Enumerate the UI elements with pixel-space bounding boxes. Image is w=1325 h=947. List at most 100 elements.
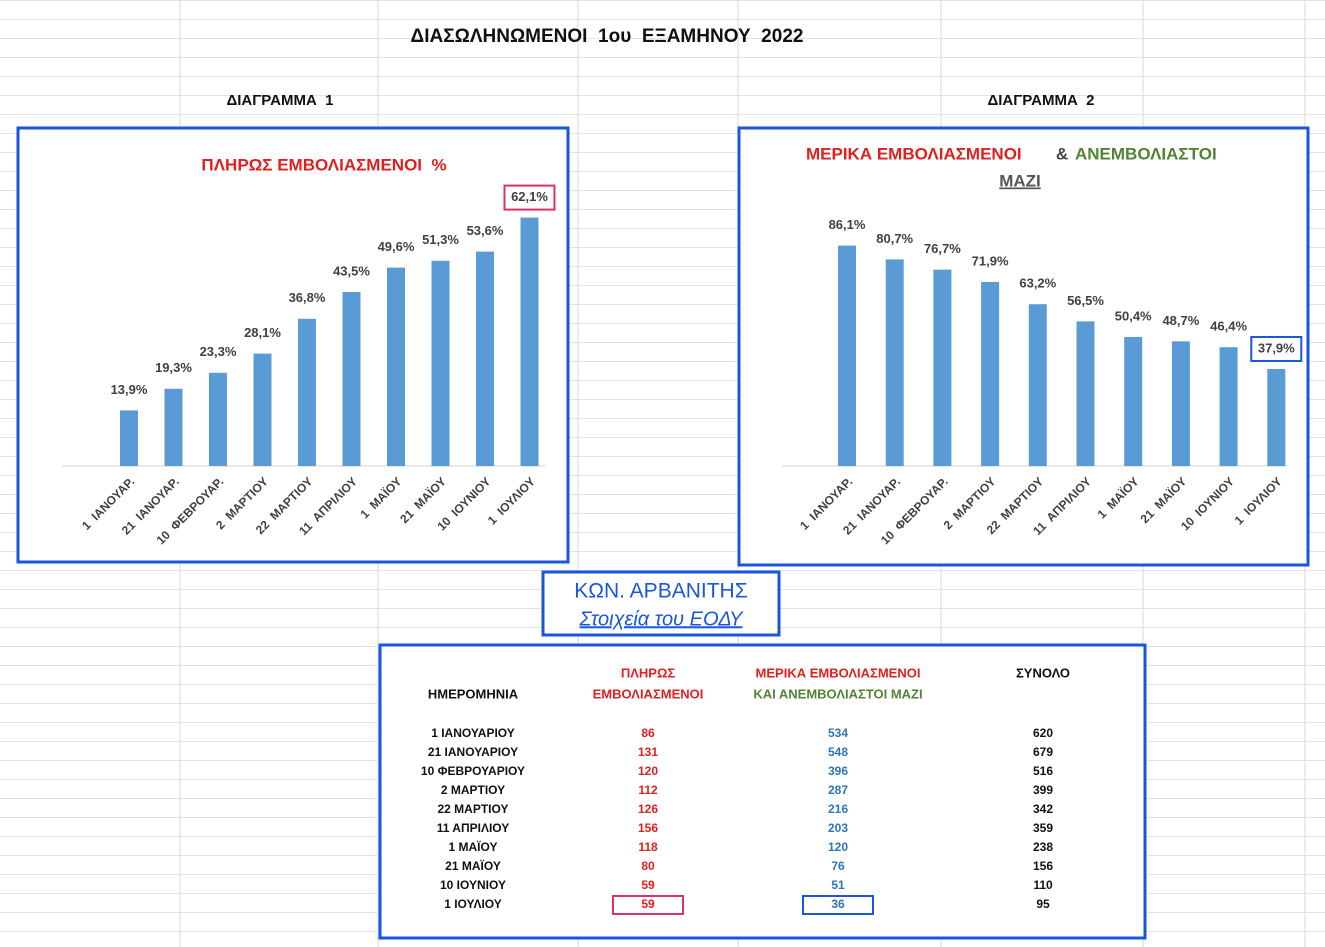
table-cell: 203 — [828, 821, 848, 835]
author-source: Στοιχεία του ΕΟΔΥ — [579, 608, 745, 630]
table-cell: 118 — [638, 840, 658, 854]
value-label: 62,1% — [511, 189, 548, 204]
table-cell: 131 — [638, 745, 658, 759]
table-cell: 10 ΦΕΒΡΟΥΑΡΙΟΥ — [421, 764, 525, 778]
table-cell: 86 — [641, 726, 655, 740]
table-cell: 112 — [638, 783, 658, 797]
author-name: ΚΩΝ. ΑΡΒΑΝΙΤΗΣ — [574, 580, 747, 603]
author-frame — [541, 570, 781, 637]
table-cell: 156 — [1033, 859, 1053, 873]
chart-title: ΜΑΖΙ — [999, 171, 1041, 190]
table-cell: 156 — [638, 821, 658, 835]
table-cell: 126 — [638, 802, 658, 816]
table-cell: 1 ΙΟΥΛΙΟΥ — [444, 897, 502, 911]
table-cell: 110 — [1033, 878, 1053, 892]
chart-caption: ΔΙΑΓΡΑΜΜΑ 2 — [987, 92, 1094, 109]
value-label: 43,5% — [333, 263, 370, 278]
bar — [838, 245, 856, 466]
table-cell: 548 — [828, 745, 848, 759]
table-cell: 76 — [831, 859, 845, 873]
table-cell: 1 ΜΑΪΟΥ — [448, 839, 497, 854]
table-cell: 1 ΙΑΝΟΥΑΡΙΟΥ — [431, 726, 515, 740]
value-label: 56,5% — [1067, 293, 1104, 308]
value-label: 53,6% — [467, 223, 504, 238]
bar — [1267, 368, 1286, 466]
bar — [120, 410, 138, 466]
table-cell: 2 ΜΑΡΤΙΟΥ — [441, 783, 505, 797]
bar — [885, 259, 904, 466]
bar — [253, 353, 272, 466]
table-cell: 59 — [641, 878, 655, 892]
value-label: 46,4% — [1210, 319, 1247, 334]
table-frame — [378, 643, 1147, 940]
table-cell: 51 — [831, 878, 845, 892]
value-label: 36,8% — [289, 290, 326, 305]
bar — [431, 260, 450, 466]
value-label: 63,2% — [1019, 276, 1056, 291]
value-label: 80,7% — [876, 231, 913, 246]
table-header: ΣΥΝΟΛΟ — [1016, 665, 1070, 680]
chart-title: ΜΕΡΙΚΑ ΕΜΒΟΛΙΑΣΜΕΝΟΙ — [806, 144, 1022, 163]
value-label: 23,3% — [200, 344, 237, 359]
bar — [209, 372, 227, 466]
table-cell: 679 — [1033, 745, 1053, 759]
value-label: 19,3% — [155, 360, 192, 375]
value-label: 49,6% — [378, 239, 415, 254]
sheet-title: ΔΙΑΣΩΛΗΝΩΜΕΝΟΙ 1ου ΕΞΑΜΗΝΟΥ 2022 — [411, 26, 804, 47]
table-header: ΗΜΕΡΟΜΗΝΙΑ — [428, 686, 519, 701]
table-cell: 59 — [641, 897, 655, 911]
table-cell: 95 — [1036, 897, 1050, 911]
bar — [1076, 321, 1095, 466]
table-cell: 516 — [1033, 764, 1053, 778]
table-cell: 238 — [1033, 840, 1053, 854]
bar — [933, 269, 952, 466]
chart-frame — [737, 126, 1310, 567]
value-label: 71,9% — [972, 253, 1009, 268]
table-cell: 10 ΙΟΥΝΙΟΥ — [440, 878, 506, 892]
table-cell: 120 — [638, 764, 658, 778]
value-label: 28,1% — [244, 325, 281, 340]
bar — [298, 318, 316, 466]
table-header: ΕΜΒΟΛΙΑΣΜΕΝΟΙ — [593, 686, 704, 701]
value-label: 37,9% — [1258, 340, 1295, 355]
table-cell: 620 — [1033, 726, 1053, 740]
chart-title: ΑΝΕΜΒΟΛΙΑΣΤΟΙ — [1075, 144, 1217, 163]
value-label: 76,7% — [924, 241, 961, 256]
value-label: 51,3% — [422, 232, 459, 247]
table-cell: 396 — [828, 764, 848, 778]
value-label: 48,7% — [1162, 313, 1199, 328]
highlight-box — [612, 895, 684, 915]
table-cell: 216 — [828, 802, 848, 816]
table-cell: 11 ΑΠΡΙΛΙΟΥ — [437, 821, 510, 835]
table-cell: 399 — [1033, 783, 1053, 797]
chart-title: ΠΛΗΡΩΣ ΕΜΒΟΛΙΑΣΜΕΝΟΙ % — [201, 155, 446, 174]
table-cell: 22 ΜΑΡΤΙΟΥ — [437, 802, 508, 816]
bar — [981, 281, 1000, 466]
bar — [342, 292, 361, 466]
bar — [1028, 304, 1047, 466]
bar — [164, 388, 183, 466]
bar — [520, 217, 539, 466]
table-cell: 36 — [831, 897, 845, 911]
value-label: 50,4% — [1115, 308, 1152, 323]
table-cell: 21 ΜΑΪΟΥ — [445, 858, 501, 873]
value-label: 13,9% — [111, 382, 148, 397]
table-cell: 80 — [641, 859, 655, 873]
table-header: ΠΛΗΡΩΣ — [621, 665, 676, 680]
chart-title: & — [1056, 144, 1068, 163]
highlight-box — [802, 895, 874, 915]
value-label: 86,1% — [829, 217, 866, 232]
table-cell: 342 — [1033, 802, 1053, 816]
highlight-box — [503, 184, 556, 211]
bar — [1219, 347, 1238, 466]
table-cell: 287 — [828, 783, 848, 797]
chart-caption: ΔΙΑΓΡΑΜΜΑ 1 — [226, 92, 333, 109]
table-header: ΜΕΡΙΚΑ ΕΜΒΟΛΙΑΣΜΕΝΟΙ — [756, 665, 921, 680]
table-cell: 120 — [828, 840, 848, 854]
table-header: ΚΑΙ ΑΝΕΜΒΟΛΙΑΣΤΟΙ ΜΑΖΙ — [753, 686, 922, 701]
bar — [1171, 341, 1190, 466]
table-cell: 534 — [828, 726, 848, 740]
bar — [476, 251, 494, 466]
